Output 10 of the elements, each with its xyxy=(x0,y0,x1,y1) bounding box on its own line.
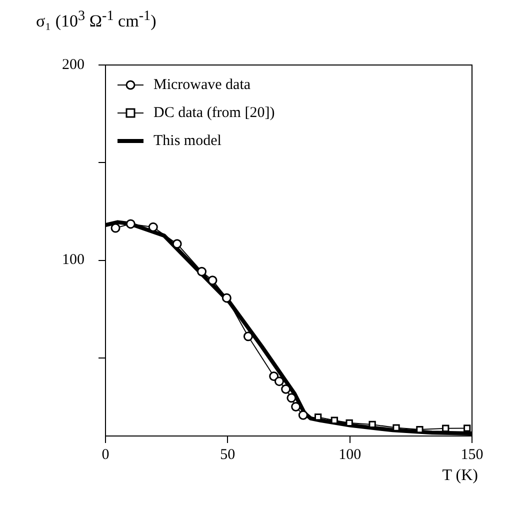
x-tick-label: 150 xyxy=(460,446,484,463)
x-axis-title: T (K) xyxy=(441,467,479,485)
legend-label: Microwave data xyxy=(154,76,251,93)
y-axis-title: σ₁ (10$^{3}$ Ω$^{-1}$ cm$^{-1}$) xyxy=(35,8,158,33)
x-tick-label: 0 xyxy=(102,446,110,463)
x-tick-label: 100 xyxy=(338,446,362,463)
legend-label: This model xyxy=(154,132,222,149)
x-tick-label: 50 xyxy=(220,446,236,463)
legend-label: DC data (from [20]) xyxy=(154,104,275,121)
y-tick-label: 200 xyxy=(62,56,84,73)
